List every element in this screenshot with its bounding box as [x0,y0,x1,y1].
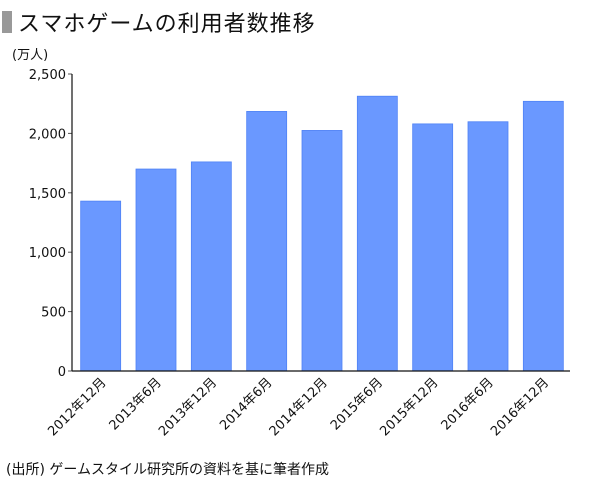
bar [467,121,509,372]
chart-title-block: スマホゲームの利用者数推移 [2,6,316,38]
x-tick-label: 2016年6月 [439,375,497,433]
x-tick-label: 2014年12月 [267,375,331,439]
x-tick-label: 2012年12月 [45,375,109,439]
y-tick-label: 2,000 [29,127,66,142]
y-tick-label: 2,500 [29,68,66,83]
chart-title: スマホゲームの利用者数推移 [18,12,316,37]
y-tick-label: 0 [58,365,66,380]
y-tick-label: 500 [41,306,66,321]
bar [135,168,177,372]
source-note: (出所) ゲームスタイル研究所の資料を基に筆者作成 [6,462,329,478]
bar [80,200,122,372]
bar [522,100,564,372]
x-tick-label: 2013年12月 [156,375,220,439]
title-marker [2,11,12,33]
y-axis-unit-label: (万人) [12,48,49,63]
x-tick-label: 2015年12月 [377,375,441,439]
bar [190,161,232,372]
x-tick-label: 2016年12月 [488,375,552,439]
y-tick-label: 1,000 [29,246,66,261]
x-tick-label: 2014年6月 [217,375,275,433]
y-tick-label: 1,500 [29,187,66,202]
bar [301,130,343,372]
bar [246,111,288,372]
bar [356,95,398,372]
x-tick-label: 2015年6月 [328,375,386,433]
x-tick-label: 2013年6月 [107,375,165,433]
bar [412,123,454,372]
